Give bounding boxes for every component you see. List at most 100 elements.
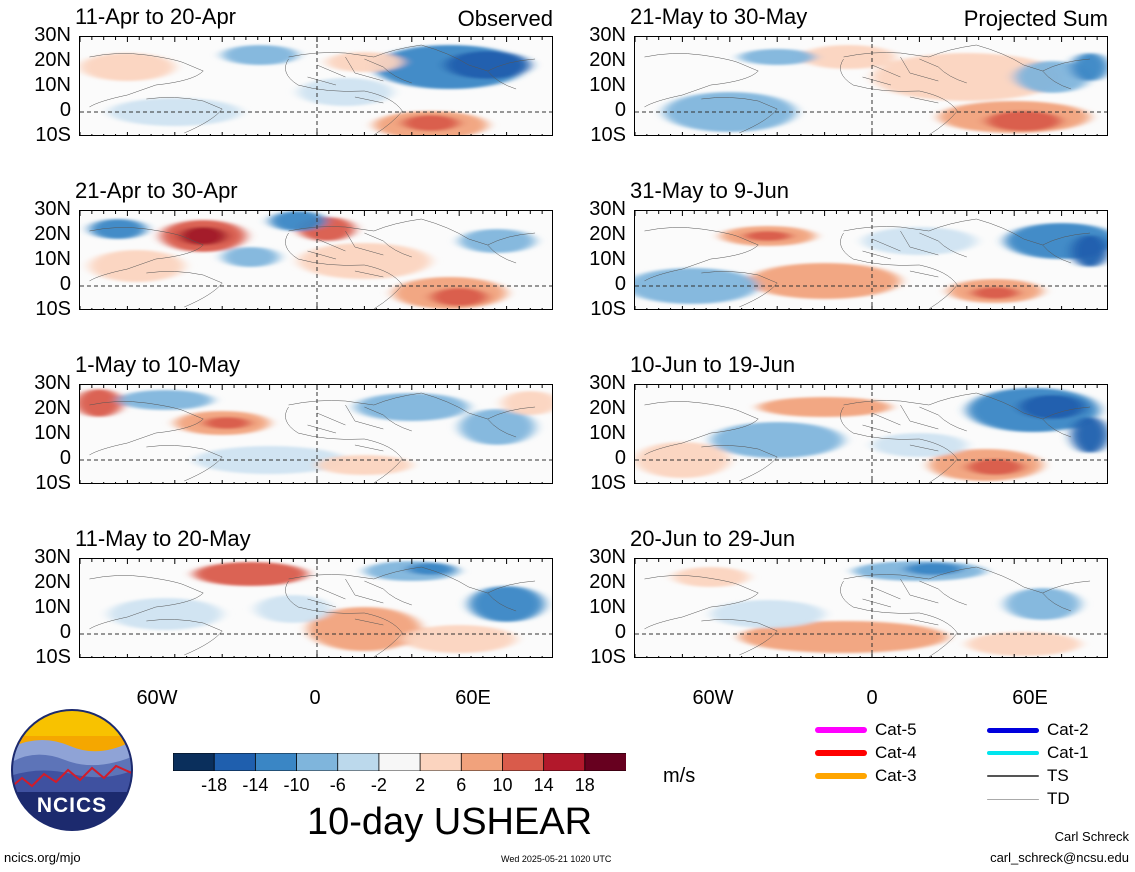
right-panel-4-lat-label: 30N [589, 546, 626, 568]
shear-anomaly-shading [203, 417, 251, 429]
right-panel-1-lat-label: 10N [589, 74, 626, 96]
coastline [863, 579, 939, 625]
legend-line-swatch [987, 775, 1039, 777]
lon-label-60w-right: 60W [692, 687, 734, 709]
coastline [844, 45, 977, 83]
coastline [289, 219, 422, 257]
coastline [844, 219, 977, 257]
colorbar-tick-label: -10 [283, 775, 310, 795]
left-panel-2-lat-label: 10N [34, 248, 71, 270]
right-panel-3-lat-label: 10S [590, 472, 626, 494]
right-panel-1-map [634, 36, 1108, 136]
right-panel-2-lat-label: 30N [589, 198, 626, 220]
colorbar-swatch [213, 752, 257, 772]
left-panel-2-lat-label: 0 [59, 273, 71, 295]
shear-anomaly-shading [459, 229, 536, 253]
left-panel-1-lat-label: 30N [34, 24, 71, 46]
legend-label: Cat-3 [875, 766, 917, 785]
shear-anomaly-shading [872, 53, 1062, 101]
colorbar [172, 752, 627, 772]
right-panel-4-lat-label: 0 [614, 621, 626, 643]
right-panel-4-lat-label: 10S [590, 646, 626, 668]
legend-label: Cat-5 [875, 720, 917, 739]
right-panel-2-lat-label: 0 [614, 273, 626, 295]
coastline [146, 271, 222, 307]
coastline [976, 219, 1090, 263]
colorbar-tick-label: 6 [456, 775, 467, 795]
colorbar-swatch [378, 752, 421, 772]
shear-anomaly-shading [179, 227, 227, 245]
shear-anomaly-shading [1018, 395, 1086, 419]
right-panel-4-map [634, 558, 1108, 658]
colorbar-swatch [296, 752, 339, 772]
colorbar-tick-label: 2 [415, 775, 426, 795]
left-panel-1-lat-label: 0 [59, 99, 71, 121]
shear-anomaly-shading [222, 247, 280, 267]
left-panel-4-lat-label: 0 [59, 621, 71, 643]
right-panel-1-corner-label: Projected Sum [963, 6, 1108, 31]
footer-url: ncics.org/mjo [4, 850, 81, 865]
lon-label-60e-right: 60E [1012, 687, 1048, 709]
left-panel-4-map [79, 558, 553, 658]
legend-label: TS [1047, 766, 1069, 785]
coastline [701, 271, 777, 307]
left-panel-1-map [79, 36, 553, 136]
coastline [289, 45, 422, 83]
left-panel-4-lat-label: 10N [34, 596, 71, 618]
shear-anomaly-shading [89, 219, 147, 239]
shear-anomaly-shading [1071, 417, 1107, 453]
legend-line-swatch [987, 727, 1039, 733]
right-panel-1-title: 21-May to 30-May [630, 4, 808, 29]
coastline [146, 445, 222, 481]
shear-anomaly-shading [402, 115, 460, 131]
coastline [863, 405, 939, 451]
coastline [840, 233, 957, 309]
colorbar-tick-label: -2 [370, 775, 387, 795]
left-panel-2-lat-label: 10S [35, 298, 71, 320]
shear-anomaly-shading [354, 393, 469, 421]
shear-anomaly-shading [966, 459, 1024, 475]
coastline [701, 445, 777, 481]
colorbar-tick-label: -6 [329, 775, 346, 795]
right-panel-2-lat-label: 20N [589, 223, 626, 245]
legend-line-swatch [815, 773, 867, 779]
shear-anomaly-shading [1014, 61, 1091, 93]
lon-label-60w-left: 60W [136, 687, 178, 709]
left-panel-2-map [79, 210, 553, 310]
shear-anomaly-shading [501, 391, 552, 415]
right-panel-2-lat-label: 10N [589, 248, 626, 270]
footer-timestamp: Wed 2025-05-21 1020 UTC [501, 854, 612, 864]
shear-anomaly-shading [748, 263, 901, 299]
left-panel-3-lat-label: 10N [34, 422, 71, 444]
colorbar-swatch [172, 752, 216, 772]
legend-line-swatch [987, 751, 1039, 755]
legend-label: Cat-2 [1047, 720, 1089, 739]
shear-anomaly-shading [89, 250, 185, 282]
right-panel-3-title: 10-Jun to 19-Jun [630, 352, 796, 377]
shear-anomaly-shading [269, 211, 327, 231]
left-panel-2-title: 21-Apr to 30-Apr [75, 178, 238, 203]
shear-anomaly-shading [985, 111, 1062, 131]
coastline [976, 567, 1090, 611]
units-label: m/s [663, 765, 696, 787]
coastline [844, 567, 977, 605]
shear-anomaly-shading [430, 288, 488, 306]
shear-anomaly-shading [108, 598, 223, 630]
left-panel-4-lat-label: 10S [35, 646, 71, 668]
coastline [308, 57, 384, 103]
shear-anomaly-shading [710, 600, 825, 628]
coastline [421, 393, 535, 437]
coastline [863, 57, 939, 103]
left-panel-1-lat-label: 10N [34, 74, 71, 96]
logo-text: NCICS [37, 794, 107, 817]
lon-label-0-right: 0 [866, 687, 878, 709]
colorbar-tick-label: -18 [201, 775, 228, 795]
colorbar-swatch [543, 752, 586, 772]
right-panel-2-lat-label: 10S [590, 298, 626, 320]
legend-line-swatch [987, 798, 1039, 800]
footer-author: Carl Schreck [1054, 829, 1129, 844]
left-panel-3-lat-label: 20N [34, 397, 71, 419]
coastline [146, 619, 222, 655]
coastline [285, 407, 402, 483]
colorbar-swatch [337, 752, 380, 772]
